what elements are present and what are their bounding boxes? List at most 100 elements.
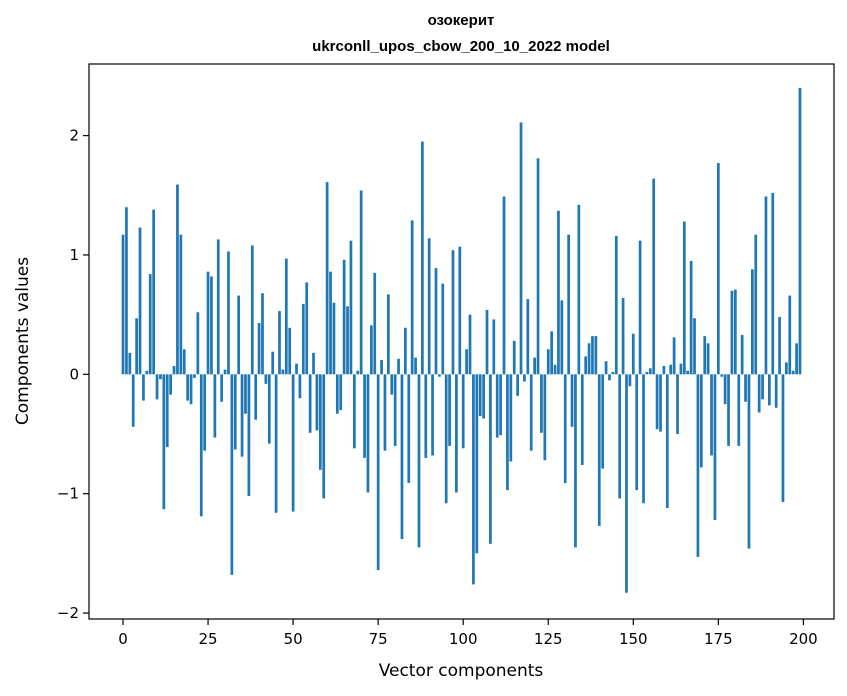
bar [560, 300, 564, 375]
bar [546, 349, 550, 375]
bar [223, 369, 227, 375]
bar [427, 238, 431, 375]
y-tick-label: −1 [57, 485, 79, 503]
bar [366, 374, 370, 493]
bar [424, 374, 428, 458]
bar [227, 251, 230, 375]
bar [169, 374, 172, 395]
bar [121, 234, 125, 375]
bar [356, 370, 360, 375]
bar [557, 210, 560, 375]
bar [383, 374, 387, 451]
bar [233, 374, 237, 450]
bar [645, 371, 649, 375]
x-tick-label: 0 [118, 630, 128, 648]
bar [492, 319, 496, 375]
bar [414, 357, 417, 375]
bar [152, 209, 155, 375]
bar [475, 374, 479, 554]
y-axis: −2 −1 0 1 2 [57, 127, 89, 622]
bar [329, 271, 332, 375]
bar [567, 234, 571, 375]
bar [723, 374, 727, 405]
bar [509, 374, 513, 462]
x-tick-label: 150 [619, 630, 648, 648]
bar [421, 141, 424, 375]
bar [315, 374, 319, 431]
bar [536, 158, 540, 375]
bar [407, 374, 411, 483]
bar [788, 295, 792, 375]
bar [216, 239, 220, 375]
bar [631, 333, 635, 375]
bar [774, 374, 778, 408]
bar [642, 374, 645, 504]
bar [737, 374, 741, 446]
bar [679, 363, 683, 375]
bar [451, 250, 455, 375]
bar [186, 374, 190, 401]
bar [706, 343, 710, 375]
bar [757, 374, 761, 413]
bar [795, 343, 798, 375]
bar [369, 325, 373, 375]
bar [611, 371, 615, 375]
bar [472, 374, 475, 585]
bar [448, 374, 451, 446]
bar [482, 374, 485, 419]
bar [570, 374, 574, 427]
bar [264, 374, 268, 384]
bar [502, 196, 506, 375]
bar [172, 365, 176, 375]
bar [601, 374, 605, 469]
bar [733, 289, 737, 375]
bar [274, 374, 278, 513]
bar [516, 374, 519, 396]
bar [142, 374, 145, 401]
bar [148, 274, 152, 375]
bar [359, 190, 363, 375]
bar [434, 268, 438, 375]
bar [295, 363, 298, 375]
bar [495, 374, 499, 438]
bar [165, 374, 169, 448]
bar [342, 259, 346, 375]
bar [526, 299, 530, 375]
bar [159, 374, 162, 380]
bar [628, 374, 632, 387]
bar [203, 374, 207, 451]
bar [669, 364, 673, 375]
bar [686, 370, 690, 375]
bar [193, 374, 196, 378]
bar [659, 374, 662, 432]
bar [798, 87, 802, 375]
bar [145, 370, 149, 375]
bar [438, 374, 441, 377]
bar [210, 276, 213, 375]
bar [301, 303, 305, 375]
bar [740, 334, 744, 375]
bar [271, 351, 275, 375]
bar [703, 336, 707, 375]
bar [465, 349, 468, 375]
bar [699, 374, 703, 468]
bar [696, 374, 700, 557]
bar [713, 374, 717, 520]
bar [676, 374, 679, 434]
bar [281, 369, 285, 375]
bar [580, 374, 584, 466]
bar [461, 374, 465, 449]
x-axis-label: Vector components [379, 661, 544, 681]
bar [519, 122, 523, 375]
bar [220, 374, 224, 402]
bar [179, 234, 183, 375]
bar [506, 374, 509, 491]
bar [648, 368, 652, 375]
bar [325, 182, 329, 375]
bar [244, 374, 247, 414]
bar [305, 282, 309, 375]
bar [550, 331, 554, 375]
bar [512, 340, 516, 375]
bar [655, 374, 659, 430]
